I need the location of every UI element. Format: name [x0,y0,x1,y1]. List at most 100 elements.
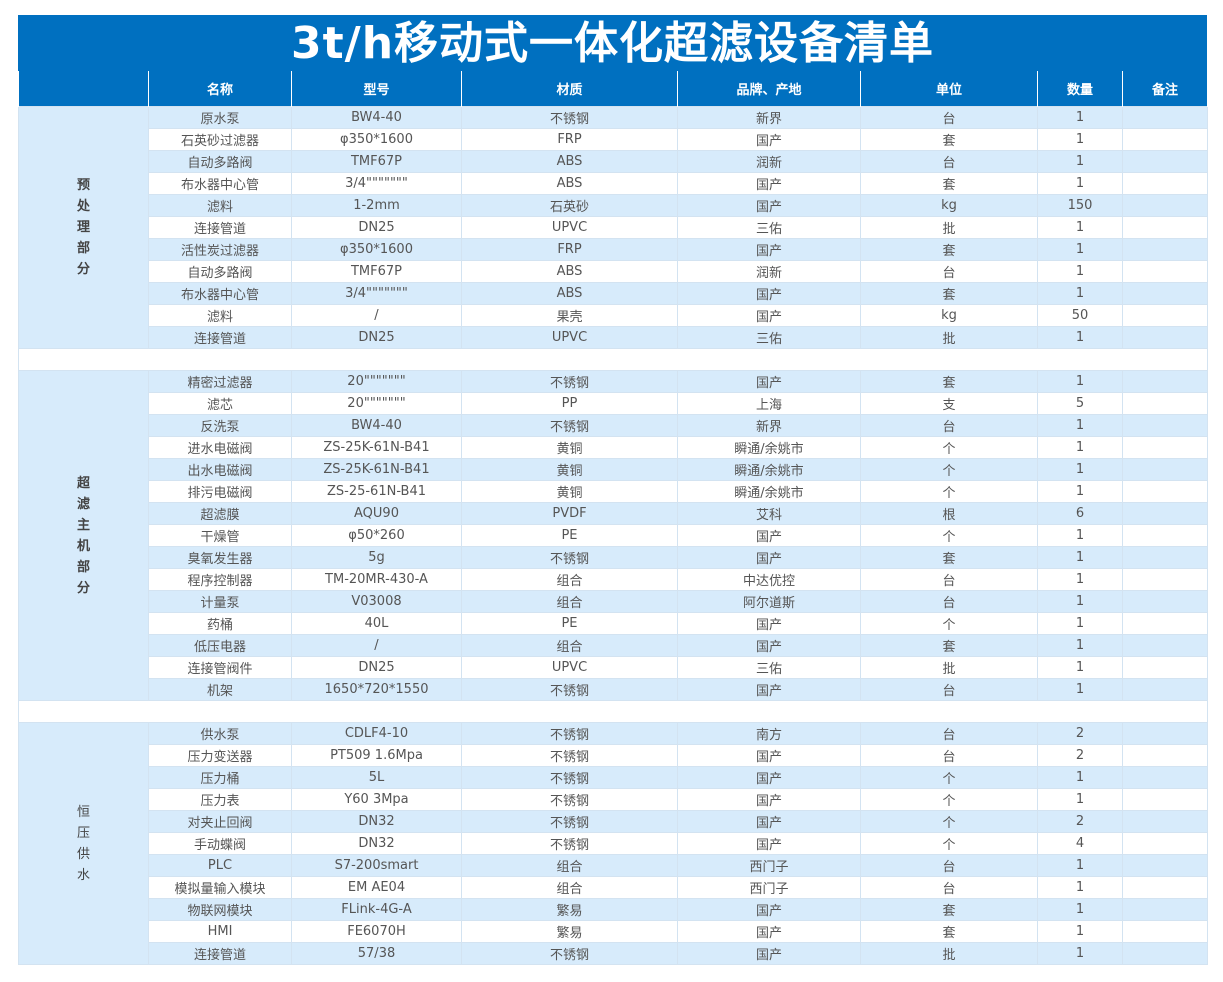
cell-unit: 台 [860,722,1038,745]
cell-remarks [1122,722,1208,745]
cell-unit: 个 [860,832,1038,855]
cell-name: 出水电磁阀 [148,458,292,481]
cell-material: PP [461,392,678,415]
cell-unit: 台 [860,150,1038,173]
cell-quantity: 1 [1037,370,1123,393]
table-row: 超滤膜 AQU90 PVDF 艾科根 6 [19,502,1208,525]
cell-name: 活性炭过滤器 [148,238,292,261]
cell-quantity: 1 [1037,678,1123,701]
cell-model: ZS-25K-61N-B41 [291,458,462,481]
cell-material: 组合 [461,634,678,657]
cell-remarks [1122,172,1208,195]
cell-model: DN32 [291,810,462,833]
table-row: 滤料 1-2mm 石英砂 国产 kg 150 [19,194,1208,217]
cell-material: ABS [461,150,678,173]
cell-unit: 套 [860,128,1038,151]
cell-name: 布水器中心管 [148,172,292,195]
cell-material: 不锈钢 [461,810,678,833]
cell-remarks [1122,612,1208,635]
cell-material: 不锈钢 [461,766,678,789]
cell-name: 连接管道 [148,326,292,349]
cell-model: ZS-25-61N-B41 [291,480,462,503]
cell-unit: 套 [860,282,1038,305]
header-quantity: 数量 [1037,71,1123,107]
section-label: 预处理部分 [76,178,90,277]
cell-unit: 批 [860,942,1038,965]
cell-material: 不锈钢 [461,942,678,965]
cell-brand-origin: 国产 [677,524,861,547]
cell-brand-origin: 三佑 [677,326,861,349]
cell-remarks [1122,524,1208,547]
cell-material: 组合 [461,590,678,613]
cell-unit: 套 [860,546,1038,569]
cell-name: 原水泵 [148,106,292,129]
cell-unit: 个 [860,788,1038,811]
cell-name: 供水泵 [148,722,292,745]
cell-model: FLink-4G-A [291,898,462,921]
cell-quantity: 6 [1037,502,1123,525]
table-row: 低压电器 / 组合 国产套 1 [19,634,1208,657]
cell-quantity: 1 [1037,898,1123,921]
cell-name: 压力桶 [148,766,292,789]
cell-model: DN25 [291,326,462,349]
cell-remarks [1122,106,1208,129]
cell-brand-origin: 国产 [677,788,861,811]
cell-remarks [1122,590,1208,613]
cell-model: 1650*720*1550 [291,678,462,701]
cell-model: / [291,634,462,657]
cell-remarks [1122,788,1208,811]
cell-quantity: 1 [1037,260,1123,283]
cell-remarks [1122,216,1208,239]
cell-material: 组合 [461,854,678,877]
cell-unit: 个 [860,612,1038,635]
cell-model: ZS-25K-61N-B41 [291,436,462,459]
section-cell: 恒压供水 [18,722,149,965]
cell-material: 不锈钢 [461,370,678,393]
table-row: 压力桶 5L 不锈钢 国产个 1 [19,766,1208,789]
cell-material: 不锈钢 [461,414,678,437]
cell-model: 5L [291,766,462,789]
cell-quantity: 1 [1037,436,1123,459]
cell-model: AQU90 [291,502,462,525]
table-row: 出水电磁阀 ZS-25K-61N-B41 黄铜 瞬通/余姚市个 1 [19,458,1208,481]
cell-name: 药桶 [148,612,292,635]
cell-brand-origin: 国产 [677,128,861,151]
cell-name: 压力变送器 [148,744,292,767]
cell-brand-origin: 新界 [677,106,861,129]
cell-model: DN32 [291,832,462,855]
cell-name: 连接管道 [148,942,292,965]
cell-model: 1-2mm [291,194,462,217]
table-row: 机架 1650*720*1550 不锈钢 国产台 1 [19,678,1208,701]
cell-material: FRP [461,128,678,151]
cell-model: 20""""""" [291,392,462,415]
cell-unit: 台 [860,876,1038,899]
cell-model: S7-200smart [291,854,462,877]
sheet-title: 3t/h移动式一体化超滤设备清单 [18,15,1207,71]
cell-model: V03008 [291,590,462,613]
cell-brand-origin: 西门子 [677,854,861,877]
cell-quantity: 5 [1037,392,1123,415]
cell-brand-origin: 润新 [677,150,861,173]
cell-name: 石英砂过滤器 [148,128,292,151]
cell-material: ABS [461,282,678,305]
table-row: 压力变送器 PT509 1.6Mpa 不锈钢 国产台 2 [19,744,1208,767]
cell-name: 精密过滤器 [148,370,292,393]
cell-remarks [1122,128,1208,151]
cell-unit: 台 [860,744,1038,767]
cell-name: 进水电磁阀 [148,436,292,459]
cell-brand-origin: 国产 [677,370,861,393]
cell-remarks [1122,458,1208,481]
header-remarks: 备注 [1122,71,1208,107]
cell-remarks [1122,546,1208,569]
cell-model: DN25 [291,216,462,239]
cell-brand-origin: 瞬通/余姚市 [677,480,861,503]
table-row: 自动多路阀 TMF67P ABS 润新台 1 [19,260,1208,283]
cell-unit: kg [860,304,1038,327]
cell-brand-origin: 艾科 [677,502,861,525]
cell-remarks [1122,502,1208,525]
cell-quantity: 1 [1037,216,1123,239]
cell-unit: 支 [860,392,1038,415]
cell-remarks [1122,942,1208,965]
cell-material: 繁易 [461,920,678,943]
cell-model: φ350*1600 [291,128,462,151]
